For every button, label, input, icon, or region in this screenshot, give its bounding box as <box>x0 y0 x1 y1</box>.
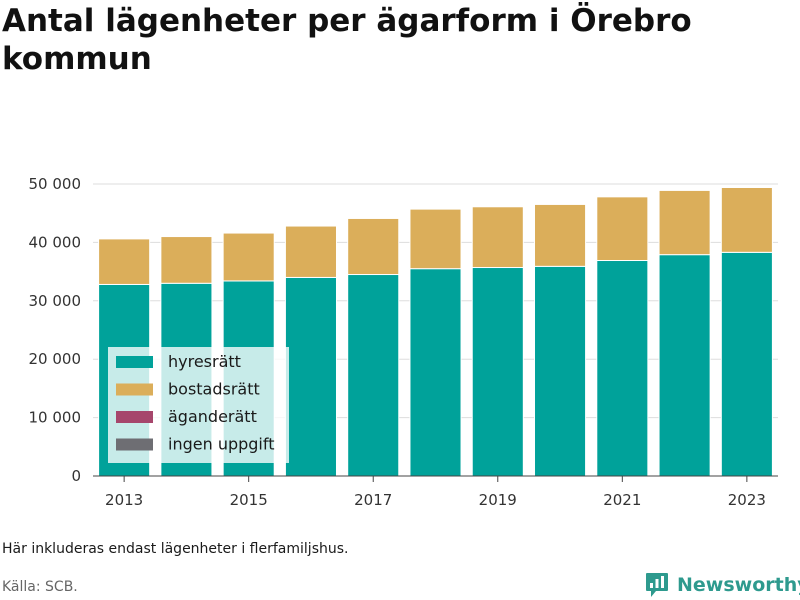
legend-swatch <box>116 356 153 368</box>
legend-label: ingen uppgift <box>168 435 275 454</box>
x-tick-label: 2017 <box>354 491 392 509</box>
brand-logo[interactable]: Newsworthy <box>645 570 800 600</box>
legend-swatch <box>116 383 153 396</box>
y-tick-label: 0 <box>71 467 81 485</box>
bar-bostadsrätt-2021 <box>596 196 649 262</box>
newsworthy-logo-icon <box>646 573 668 597</box>
bar-bostadsrätt-2017 <box>347 217 400 276</box>
axes: 0 10 000 20 000 30 000 40 000 50 000 2013 2015 2… <box>29 175 778 509</box>
bar-hyresrätt-2019 <box>471 267 524 477</box>
legend-swatch <box>116 438 153 451</box>
legend-swatch <box>116 411 153 423</box>
bar-hyresrätt-2018 <box>409 268 462 477</box>
bar-hyresrätt-2020 <box>534 265 587 477</box>
y-tick-label: 40 000 <box>29 233 82 251</box>
x-tick-label: 2021 <box>603 491 641 509</box>
bar-bostadsrätt-2019 <box>471 206 524 269</box>
legend-label: hyresrätt <box>168 352 241 371</box>
x-tick-label: 2019 <box>479 491 517 509</box>
legend-label: bostadsrätt <box>168 380 260 399</box>
bar-bostadsrätt-2015 <box>222 232 275 282</box>
bar-bostadsrätt-2016 <box>284 225 337 278</box>
x-tick-label: 2015 <box>230 491 268 509</box>
x-tick-label: 2023 <box>728 491 766 509</box>
bar-hyresrätt-2023 <box>720 251 773 477</box>
y-tick-label: 30 000 <box>29 292 82 310</box>
y-tick-label: 20 000 <box>29 350 82 368</box>
bar-hyresrätt-2017 <box>347 274 400 477</box>
chart-title: Antal lägenheter per ägarform i Örebro k… <box>2 3 692 77</box>
source-text: Källa: SCB. <box>2 579 78 595</box>
y-tick-label: 50 000 <box>29 175 82 193</box>
legend-label: äganderätt <box>168 407 257 426</box>
bar-bostadsrätt-2023 <box>720 187 773 253</box>
y-tick-label: 10 000 <box>29 409 82 427</box>
bar-bostadsrätt-2022 <box>658 189 711 256</box>
bar-bostadsrätt-2014 <box>160 236 213 284</box>
x-tick-label: 2013 <box>105 491 143 509</box>
brand-name: Newsworthy <box>677 574 800 596</box>
bar-hyresrätt-2016 <box>284 276 337 477</box>
bar-bostadsrätt-2013 <box>98 238 151 285</box>
chart-note: Här inkluderas endast lägenheter i flerf… <box>2 541 349 557</box>
bar-bostadsrätt-2020 <box>534 203 587 267</box>
bar-hyresrätt-2021 <box>596 260 649 477</box>
legend: hyresrätt bostadsrätt äganderätt ingen uppg… <box>108 347 289 463</box>
bar-hyresrätt-2022 <box>658 254 711 477</box>
bar-bostadsrätt-2018 <box>409 208 462 270</box>
